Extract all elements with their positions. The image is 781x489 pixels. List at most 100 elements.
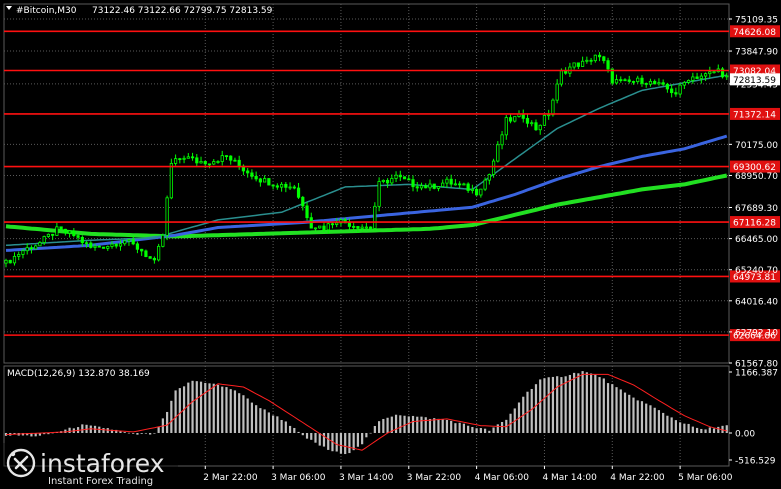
macd-histogram-bar: [149, 432, 152, 435]
candle-body: [398, 174, 402, 178]
collapse-arrow-icon[interactable]: [6, 6, 12, 10]
candle-body: [381, 179, 385, 182]
watermark-backdrop: [0, 443, 178, 489]
price-label: 64016.40: [735, 297, 778, 307]
candle-body: [360, 226, 364, 229]
candle-body: [542, 115, 547, 126]
macd-histogram-bar: [339, 432, 343, 454]
macd-histogram-bar: [424, 417, 427, 433]
time-label: 3 Mar 22:00: [407, 473, 462, 483]
macd-histogram-bar: [653, 407, 656, 433]
candle-body: [458, 183, 462, 186]
macd-histogram-bar: [250, 402, 254, 433]
candle-body: [301, 196, 305, 207]
candle-body: [254, 175, 258, 180]
macd-histogram-bar: [195, 381, 198, 433]
price-label: 75109.35: [735, 16, 778, 26]
candle-body: [296, 187, 301, 198]
instaforex-logo-icon: [6, 448, 36, 478]
candle-body: [178, 158, 182, 161]
candle-body: [390, 178, 394, 184]
macd-histogram-bar: [174, 390, 177, 433]
macd-histogram-bar: [645, 403, 648, 433]
candle-body: [352, 226, 356, 228]
candle-body: [589, 59, 593, 62]
macd-axis-label: 1166.387: [735, 369, 778, 379]
macd-histogram-bar: [691, 426, 694, 433]
candle-body: [38, 242, 42, 247]
candle-body: [347, 222, 352, 227]
macd-axis-label: -516.529: [735, 457, 776, 467]
candle-body: [602, 56, 606, 62]
macd-histogram-bar: [462, 423, 465, 433]
macd-histogram-bar: [471, 426, 474, 433]
macd-histogram-bar: [632, 397, 635, 433]
candle-body: [466, 183, 470, 191]
candle-body: [407, 178, 411, 181]
candle-body: [449, 178, 453, 185]
macd-histogram-bar: [102, 428, 105, 433]
macd-histogram-bar: [390, 416, 393, 433]
macd-histogram-bar: [649, 405, 652, 433]
horizontal-levels[interactable]: 74626.08 73082.04 71372.14 69300.62 67116.28…: [4, 25, 780, 342]
candle-body: [186, 156, 190, 159]
time-label: 4 Mar 06:00: [475, 473, 530, 483]
time-label: 2 Mar 22:00: [203, 473, 258, 483]
candle-body: [453, 183, 458, 186]
candle-body: [161, 234, 165, 247]
macd-signal-line: [5, 373, 727, 451]
macd-histogram-bar: [246, 398, 249, 433]
candle-body: [165, 197, 169, 236]
macd-histogram-bar: [356, 432, 360, 447]
candle-body: [470, 188, 474, 191]
ma-fast-line: [5, 74, 727, 247]
macd-histogram-bar: [276, 416, 279, 433]
macd-histogram-bar: [51, 432, 54, 434]
macd-histogram-bar: [564, 376, 567, 433]
macd-histogram-bar: [585, 372, 588, 433]
candle-body: [229, 155, 233, 161]
macd-histogram-bar: [403, 415, 406, 433]
macd-histogram-bar: [43, 432, 46, 435]
level-badge: [730, 107, 780, 120]
macd-histogram-bar: [623, 392, 627, 433]
candle-body: [530, 122, 534, 125]
price-label: 65240.70: [735, 266, 778, 276]
candle-body: [623, 79, 627, 82]
macd-histogram-bar: [479, 428, 482, 433]
macd-histogram-bar: [500, 421, 504, 433]
candle-body: [640, 77, 644, 84]
price-label: 73847.90: [735, 48, 778, 58]
macd-histogram-bar: [577, 373, 580, 433]
candle-body: [411, 179, 415, 188]
candle-body: [258, 178, 262, 183]
candle-body: [318, 225, 322, 229]
candle-body: [59, 226, 63, 230]
candle-body: [695, 76, 699, 79]
candle-body: [144, 250, 148, 258]
macd-histogram-bar: [382, 418, 385, 433]
macd-histogram-bar: [267, 412, 270, 433]
macd-histogram-bar: [458, 422, 461, 433]
candle-body: [140, 248, 144, 252]
candle-body: [432, 183, 436, 189]
candle-body: [373, 205, 377, 229]
macd-histogram-bar: [26, 432, 29, 436]
macd-histogram-bar: [34, 432, 37, 437]
macd-histogram-bar: [272, 415, 275, 433]
macd-histogram-bar: [700, 428, 703, 433]
candle-body: [330, 223, 335, 226]
macd-histogram-bar: [683, 423, 686, 433]
candle-body: [110, 243, 114, 247]
macd-histogram-bar: [657, 410, 661, 433]
macd-histogram-bar: [373, 425, 376, 433]
candle-body: [436, 186, 441, 189]
macd-histogram-bar: [369, 432, 372, 434]
candle-body: [720, 68, 725, 78]
candle-body: [445, 178, 449, 184]
macd-histogram-bar: [560, 377, 563, 433]
candle-body: [377, 181, 381, 207]
candle-body: [648, 80, 653, 85]
candle-body: [93, 245, 97, 248]
